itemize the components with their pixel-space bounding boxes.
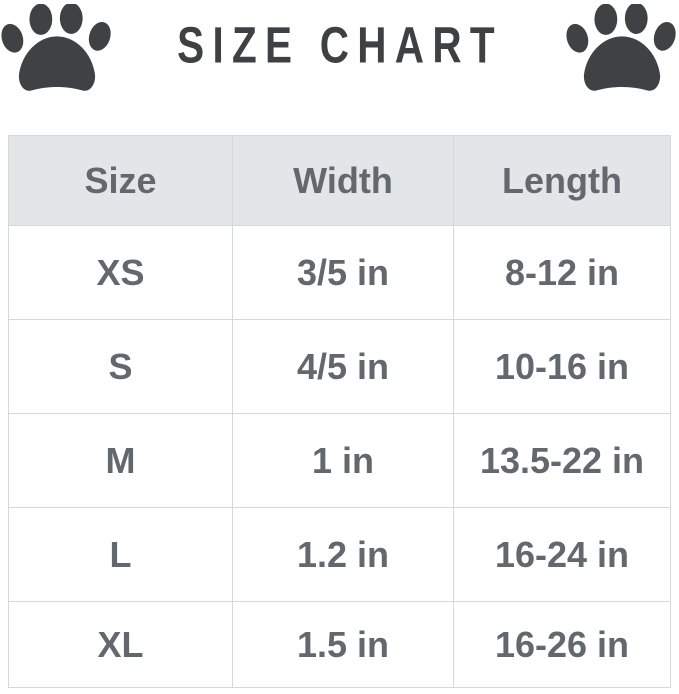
- width-cell: 1.2 in: [232, 507, 454, 602]
- page-title: SIZE CHART: [176, 17, 503, 74]
- table-row: XS 3/5 in 8-12 in: [8, 225, 671, 320]
- table-row: L 1.2 in 16-24 in: [8, 507, 671, 602]
- size-cell: M: [8, 413, 233, 508]
- size-cell: S: [8, 319, 233, 414]
- length-cell: 13.5-22 in: [453, 413, 671, 508]
- column-header-width: Width: [232, 135, 454, 226]
- table-row: S 4/5 in 10-16 in: [8, 319, 671, 414]
- length-cell: 16-24 in: [453, 507, 671, 602]
- size-table-body: XS 3/5 in 8-12 in S 4/5 in 10-16 in M 1 in 13.5-…: [8, 225, 671, 688]
- header-row: Size Width Length: [8, 135, 671, 226]
- size-table: Size Width Length XS 3/5 in 8-12 in S 4/5 in…: [8, 135, 671, 688]
- banner: SIZE CHART: [0, 0, 679, 135]
- table-row: XL 1.5 in 16-26 in: [8, 601, 671, 688]
- size-table-header: Size Width Length: [8, 135, 671, 226]
- size-cell: XL: [8, 601, 233, 688]
- column-header-length: Length: [453, 135, 671, 226]
- width-cell: 4/5 in: [232, 319, 454, 414]
- column-header-size: Size: [8, 135, 233, 226]
- length-cell: 10-16 in: [453, 319, 671, 414]
- paw-icon: [565, 4, 679, 101]
- size-cell: XS: [8, 225, 233, 320]
- width-cell: 3/5 in: [232, 225, 454, 320]
- width-cell: 1 in: [232, 413, 454, 508]
- length-cell: 16-26 in: [453, 601, 671, 688]
- paw-icon: [0, 4, 114, 101]
- length-cell: 8-12 in: [453, 225, 671, 320]
- width-cell: 1.5 in: [232, 601, 454, 688]
- size-cell: L: [8, 507, 233, 602]
